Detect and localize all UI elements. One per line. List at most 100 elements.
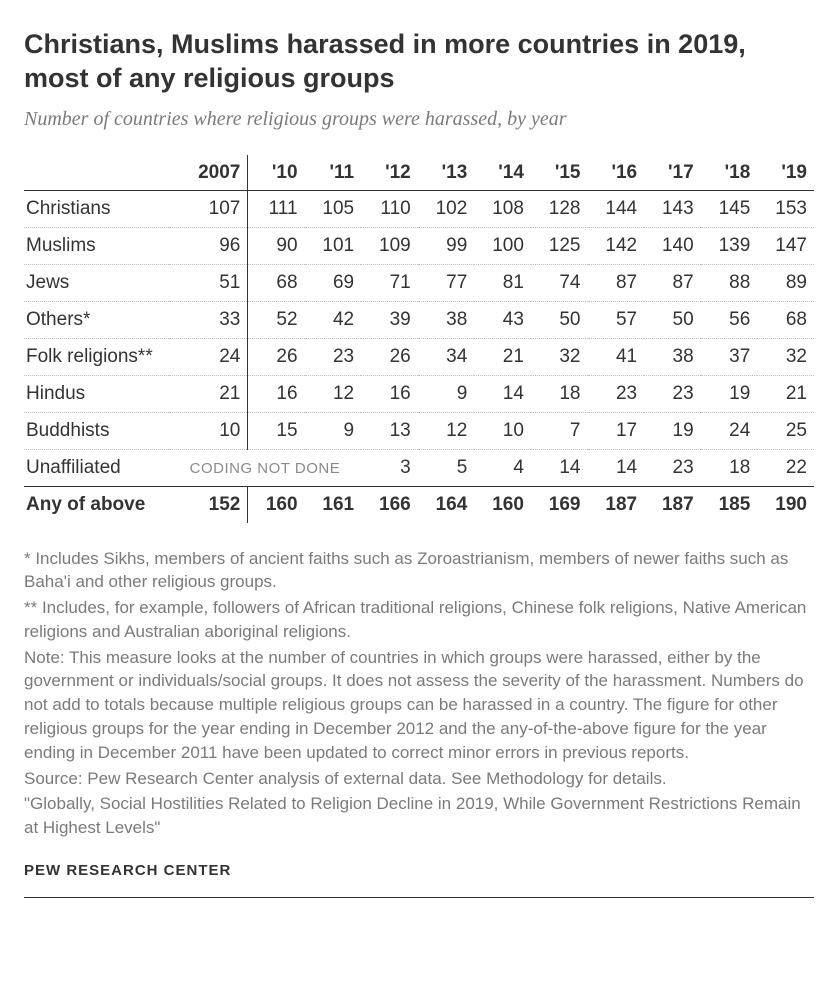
footnotes: * Includes Sikhs, members of ancient fai… [24,547,814,841]
cell-value: 111 [248,190,305,227]
cell-value: 56 [701,301,758,338]
cell-value: 43 [474,301,531,338]
header-year: 2007 [169,155,248,191]
cell-value: 57 [588,301,645,338]
cell-value: 17 [588,412,645,449]
cell-value: 89 [757,264,814,301]
cell-value: 102 [418,190,475,227]
cell-value: 9 [418,375,475,412]
cell-value: 15 [248,412,305,449]
cell-value: 108 [474,190,531,227]
cell-value: 109 [361,227,418,264]
coding-not-done-note: CODING NOT DONE [169,449,361,486]
cell-value: 152 [169,486,248,523]
cell-value: 26 [361,338,418,375]
cell-value: 169 [531,486,588,523]
cell-value: 21 [169,375,248,412]
cell-value: 87 [644,264,701,301]
cell-value: 23 [644,375,701,412]
cell-value: 33 [169,301,248,338]
cell-value: 18 [701,449,758,486]
cell-value: 38 [644,338,701,375]
header-year: '16 [588,155,645,191]
cell-value: 23 [588,375,645,412]
row-label: Muslims [24,227,169,264]
header-year: '12 [361,155,418,191]
cell-value: 69 [305,264,362,301]
row-label: Folk religions** [24,338,169,375]
cell-value: 7 [531,412,588,449]
footnote-source: Source: Pew Research Center analysis of … [24,767,814,791]
header-year: '14 [474,155,531,191]
cell-value: 88 [701,264,758,301]
table-row: Folk religions**2426232634213241383732 [24,338,814,375]
cell-value: 16 [361,375,418,412]
cell-value: 25 [757,412,814,449]
row-label: Christians [24,190,169,227]
footnote-asterisk-2: ** Includes, for example, followers of A… [24,596,814,644]
data-table-wrap: 2007 '10 '11 '12 '13 '14 '15 '16 '17 '18… [24,155,814,523]
cell-value: 90 [248,227,305,264]
cell-value: 32 [757,338,814,375]
footnote-report: "Globally, Social Hostilities Related to… [24,792,814,840]
cell-value: 13 [361,412,418,449]
cell-value: 101 [305,227,362,264]
cell-value: 12 [418,412,475,449]
cell-value: 100 [474,227,531,264]
cell-value: 21 [757,375,814,412]
cell-value: 160 [474,486,531,523]
cell-value: 187 [588,486,645,523]
brand-label: PEW RESEARCH CENTER [24,862,814,879]
cell-value: 4 [474,449,531,486]
data-table: 2007 '10 '11 '12 '13 '14 '15 '16 '17 '18… [24,155,814,523]
cell-value: 10 [474,412,531,449]
header-year: '19 [757,155,814,191]
cell-value: 24 [169,338,248,375]
cell-value: 68 [757,301,814,338]
cell-value: 26 [248,338,305,375]
cell-value: 125 [531,227,588,264]
cell-value: 34 [418,338,475,375]
cell-value: 3 [361,449,418,486]
cell-value: 68 [248,264,305,301]
cell-value: 87 [588,264,645,301]
cell-value: 12 [305,375,362,412]
cell-value: 140 [644,227,701,264]
cell-value: 5 [418,449,475,486]
cell-value: 50 [531,301,588,338]
footnote-asterisk-1: * Includes Sikhs, members of ancient fai… [24,547,814,595]
chart-title: Christians, Muslims harassed in more cou… [24,28,814,96]
cell-value: 52 [248,301,305,338]
cell-value: 50 [644,301,701,338]
table-row-unaffiliated: UnaffiliatedCODING NOT DONE3541414231822 [24,449,814,486]
table-row: Jews5168697177817487878889 [24,264,814,301]
cell-value: 14 [588,449,645,486]
cell-value: 37 [701,338,758,375]
table-row: Christians107111105110102108128144143145… [24,190,814,227]
cell-value: 23 [305,338,362,375]
cell-value: 16 [248,375,305,412]
cell-value: 96 [169,227,248,264]
cell-value: 107 [169,190,248,227]
header-blank [24,155,169,191]
cell-value: 14 [474,375,531,412]
table-row: Buddhists10159131210717192425 [24,412,814,449]
cell-value: 9 [305,412,362,449]
cell-value: 21 [474,338,531,375]
cell-value: 105 [305,190,362,227]
row-label: Others* [24,301,169,338]
cell-value: 99 [418,227,475,264]
table-row: Hindus211612169141823231921 [24,375,814,412]
cell-value: 139 [701,227,758,264]
cell-value: 160 [248,486,305,523]
row-label: Any of above [24,486,169,523]
cell-value: 144 [588,190,645,227]
header-year: '10 [248,155,305,191]
cell-value: 23 [644,449,701,486]
header-year: '15 [531,155,588,191]
cell-value: 185 [701,486,758,523]
cell-value: 164 [418,486,475,523]
cell-value: 22 [757,449,814,486]
row-label: Buddhists [24,412,169,449]
cell-value: 143 [644,190,701,227]
